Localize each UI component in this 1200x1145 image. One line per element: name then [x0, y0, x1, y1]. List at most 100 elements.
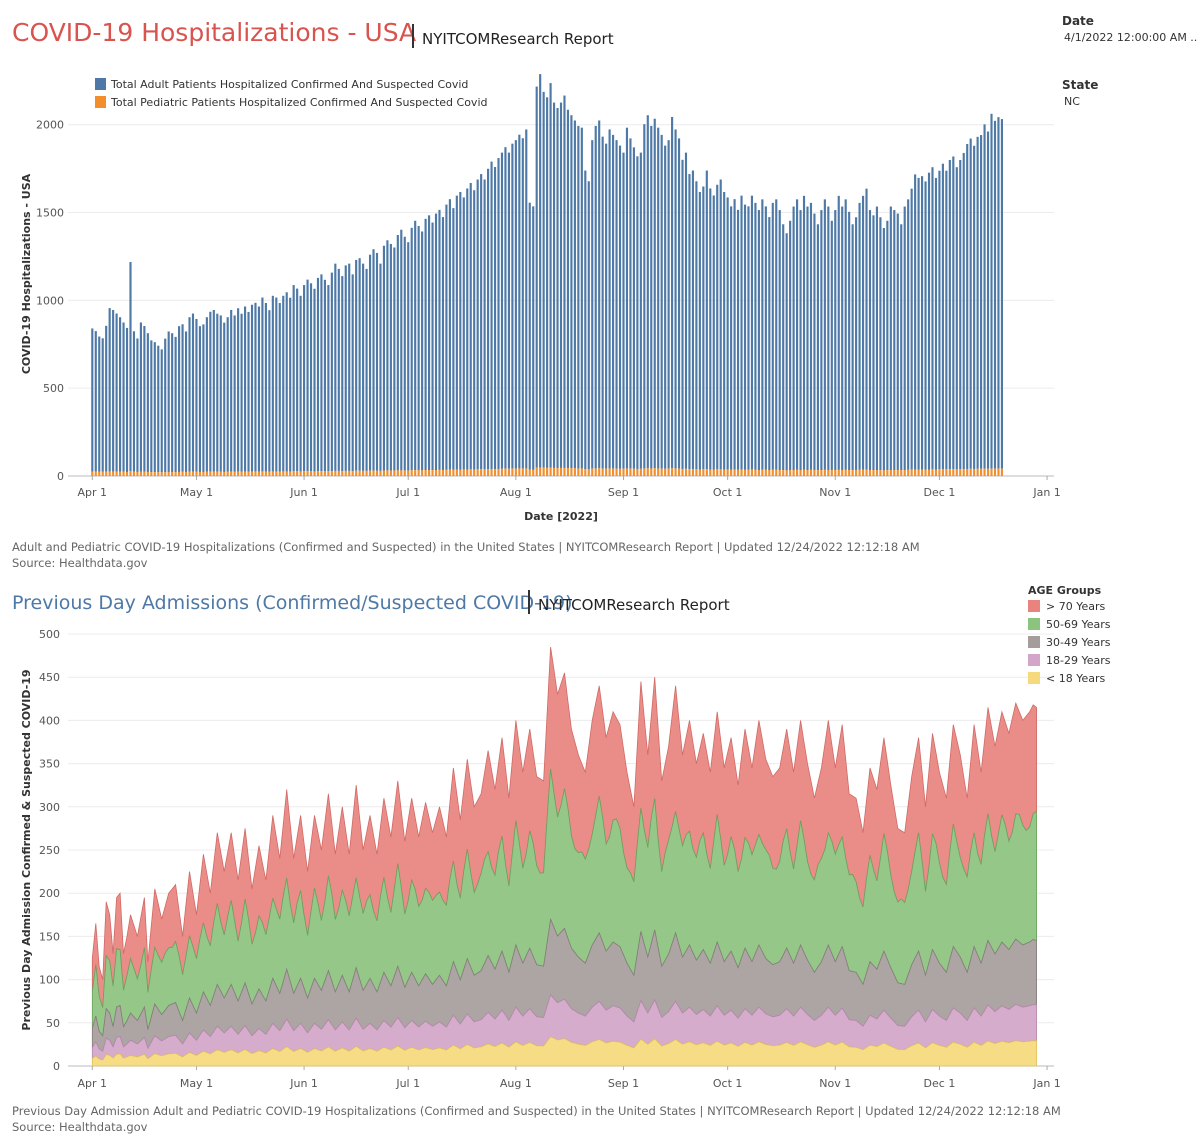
- pediatric-bar: [268, 471, 271, 476]
- pediatric-bar: [688, 469, 691, 476]
- adult-bar: [799, 210, 802, 471]
- pediatric-bar: [684, 468, 688, 476]
- pediatric-bar: [223, 471, 226, 476]
- pediatric-bar: [518, 468, 521, 476]
- adult-bar: [702, 186, 705, 470]
- chart2-xtick-label: Dec 1: [924, 1077, 956, 1090]
- pediatric-bar: [178, 471, 181, 476]
- adult-bar: [646, 115, 649, 469]
- hospitalizations-bar-chart[interactable]: 0 500 1000 1500 2000 Apr 1 May 1 Jun 1 Jul 1 Aug …: [0, 60, 1060, 530]
- legend-swatch-adult: [95, 78, 106, 90]
- adult-bar: [993, 120, 997, 469]
- pediatric-bar: [761, 469, 764, 476]
- adult-bar: [997, 117, 1000, 469]
- chart2-ytick-label: 0: [53, 1060, 60, 1073]
- admissions-area-chart[interactable]: 0 50 100 150 200 250 300 350 400 450 500 Apr 1 May 1…: [0, 620, 1060, 1100]
- pediatric-bar: [160, 472, 163, 476]
- pediatric-bar: [386, 470, 389, 476]
- pediatric-bar: [931, 469, 934, 476]
- pediatric-bar: [792, 470, 795, 476]
- pediatric-bar: [396, 470, 399, 476]
- adult-bar: [750, 195, 754, 470]
- pediatric-bar: [598, 468, 601, 476]
- chart2-xtick-label: Oct 1: [713, 1077, 743, 1090]
- pediatric-bar: [431, 470, 434, 476]
- adult-bar: [178, 326, 181, 472]
- adult-bar: [605, 143, 608, 469]
- pediatric-bar: [855, 470, 858, 476]
- date-filter-value[interactable]: 4/1/2022 12:00:00 AM ..: [1064, 31, 1198, 44]
- pediatric-bar: [844, 469, 847, 476]
- chart1-ytick-label: 1000: [36, 294, 64, 307]
- pediatric-bar: [695, 469, 698, 476]
- pediatric-bar: [493, 469, 497, 476]
- pediatric-bar: [980, 468, 983, 476]
- adult-bar: [927, 172, 931, 470]
- chart1-xtick-label: Jun 1: [289, 486, 318, 499]
- adult-bar: [948, 160, 951, 470]
- legend-title: AGE Groups: [1028, 584, 1102, 597]
- adult-bar: [146, 333, 149, 472]
- adult-bar: [226, 317, 229, 472]
- adult-bar: [487, 168, 490, 470]
- pediatric-bar: [914, 469, 917, 476]
- pediatric-bar: [750, 469, 754, 476]
- adult-bar: [709, 188, 712, 470]
- adult-bar: [379, 263, 382, 471]
- pediatric-bar: [879, 470, 882, 476]
- adult-bar: [507, 152, 510, 469]
- pediatric-bar: [476, 469, 479, 476]
- adult-bar: [875, 206, 879, 471]
- adult-bar: [348, 263, 351, 471]
- pediatric-bar: [188, 471, 191, 476]
- adult-bar: [372, 249, 375, 471]
- adult-bar: [657, 127, 660, 469]
- pediatric-bar: [848, 470, 851, 476]
- adult-bar: [552, 102, 556, 468]
- state-filter-value[interactable]: NC: [1064, 95, 1080, 108]
- adult-bar: [636, 156, 639, 469]
- adult-bar: [358, 258, 361, 471]
- adult-bar: [809, 202, 813, 470]
- chart2-caption: Previous Day Admission Adult and Pediatr…: [12, 1104, 1061, 1118]
- adult-bar: [726, 197, 729, 470]
- pediatric-bar: [514, 468, 517, 476]
- chart2-ytick-label: 50: [46, 1017, 60, 1030]
- report-label: NYITCOMResearch Report: [422, 30, 614, 48]
- adult-bar: [198, 326, 202, 472]
- adult-bar: [983, 124, 986, 469]
- title-divider: [412, 24, 414, 48]
- chart2-xtick-label: Apr 1: [78, 1077, 108, 1090]
- adult-bar: [664, 145, 667, 469]
- adult-bar: [796, 199, 799, 470]
- chart1-xtick-label: Jul 1: [395, 486, 420, 499]
- adult-bar: [441, 217, 445, 471]
- adult-bar: [125, 327, 129, 472]
- adult-bar: [601, 136, 604, 469]
- adult-bar: [289, 297, 292, 472]
- chart1-ytick-label: 500: [43, 382, 64, 395]
- pediatric-bar: [653, 468, 656, 476]
- adult-bar: [577, 125, 580, 469]
- adult-bar: [757, 210, 760, 471]
- pediatric-bar: [730, 469, 733, 476]
- adult-bar: [91, 328, 94, 472]
- pediatric-bar: [344, 470, 347, 476]
- adult-bar: [615, 140, 618, 469]
- legend-label-age50-69: 50-69 Years: [1046, 618, 1111, 631]
- adult-bar: [962, 152, 965, 470]
- adult-bar: [500, 152, 504, 469]
- pediatric-bar: [827, 470, 830, 476]
- pediatric-bar: [973, 468, 976, 476]
- pediatric-bar: [591, 468, 594, 476]
- adult-bar: [872, 215, 875, 471]
- pediatric-bar: [205, 471, 208, 476]
- adult-bar: [473, 190, 476, 470]
- adult-bar: [389, 243, 392, 471]
- pediatric-bar: [559, 467, 563, 476]
- adult-bar: [563, 95, 566, 468]
- adult-bar: [129, 262, 132, 472]
- adult-bar: [900, 224, 903, 471]
- chart2-ytick-label: 300: [39, 801, 60, 814]
- adult-bar: [243, 306, 247, 472]
